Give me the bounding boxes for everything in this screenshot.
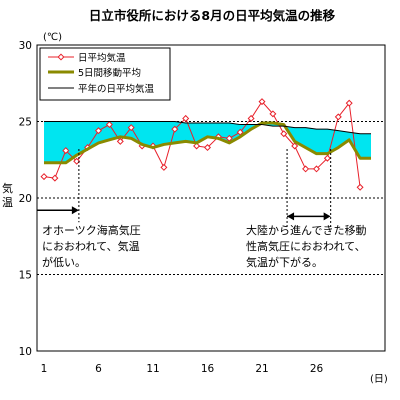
y-unit-label: (℃)	[43, 32, 62, 43]
data-point	[73, 157, 81, 165]
y-axis-label-char-2: 温	[2, 196, 13, 209]
legend-label-3: 平年の日平均気温	[78, 83, 155, 95]
y-tick-label: 15	[19, 270, 32, 282]
shaded-area	[44, 121, 371, 163]
data-point	[182, 114, 190, 122]
data-point	[302, 165, 310, 173]
data-point	[334, 113, 342, 121]
y-tick-label: 25	[19, 117, 32, 129]
x-tick-label: 26	[310, 363, 324, 375]
data-point	[62, 147, 70, 155]
x-tick-label: 21	[255, 363, 268, 375]
annotation-1-line-3: が低い。	[42, 255, 86, 269]
data-point	[291, 142, 299, 150]
data-point	[225, 134, 233, 142]
x-tick-label: 16	[201, 363, 215, 375]
series-line-2	[44, 121, 371, 165]
data-point	[203, 144, 212, 152]
annotation-2-arrowhead-right	[323, 212, 331, 221]
x-tick-label: 6	[95, 363, 102, 375]
data-point	[105, 121, 113, 129]
data-point	[116, 137, 124, 145]
annotation-2-arrowhead-left	[287, 212, 295, 221]
y-axis-label-char-1: 気	[2, 181, 13, 195]
data-point	[312, 165, 321, 173]
y-tick-label: 20	[19, 193, 32, 205]
data-point	[356, 183, 364, 191]
annotation-2-line-1: 大陸から進んできた移動	[246, 223, 366, 237]
legend-label-2: 5日間移動平均	[78, 67, 141, 79]
y-tick-label: 10	[19, 346, 32, 358]
data-point	[193, 142, 201, 150]
data-point	[40, 173, 48, 181]
annotation-1-line-2: におおわれて、気温	[42, 239, 140, 253]
series-line-3	[44, 121, 371, 135]
data-point	[171, 125, 179, 133]
data-point	[51, 174, 59, 182]
annotation-2-line-2: 性高気圧におおわれて、	[246, 239, 366, 253]
annotation-2-line-3: 気温が下がる。	[246, 255, 323, 269]
x-tick-label: 1	[41, 363, 48, 375]
data-point	[258, 98, 266, 106]
annotation-1-arrowhead-right	[71, 206, 79, 215]
data-point	[127, 124, 135, 132]
data-point	[160, 163, 168, 171]
y-tick-label: 30	[19, 40, 32, 52]
data-point	[280, 130, 288, 138]
data-point	[269, 110, 277, 118]
legend-marker	[57, 53, 65, 61]
data-point	[94, 127, 103, 135]
x-tick-label: 11	[146, 363, 159, 375]
chart-title: 日立市役所における8月の日平均気温の推移	[89, 8, 336, 23]
legend-label-1: 日平均気温	[78, 52, 126, 64]
data-point	[247, 114, 255, 122]
annotation-1-line-1: オホーツク海高気圧	[42, 223, 141, 237]
data-point	[323, 154, 331, 162]
data-point	[345, 99, 353, 107]
x-unit-label: (日)	[370, 374, 388, 385]
